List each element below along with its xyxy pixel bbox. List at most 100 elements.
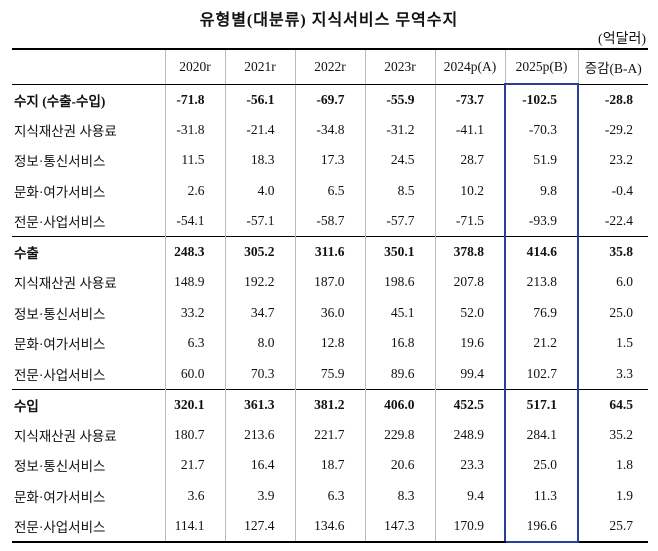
value-cell: -34.8	[294, 114, 365, 145]
value-cell: 3.6	[164, 480, 225, 511]
value-cell: -41.1	[434, 114, 505, 145]
value-cell: 52.0	[434, 297, 505, 328]
value-cell: 10.2	[434, 175, 505, 206]
header-row: 2020r 2021r 2022r 2023r 2024p(A) 2025p(B) 증감(B…	[12, 48, 648, 85]
column-header: 증감(B-A)	[577, 48, 648, 85]
value-cell: 102.7	[504, 358, 579, 389]
value-cell: 406.0	[364, 388, 435, 420]
column-header: 2021r	[224, 48, 295, 85]
value-cell: 213.8	[504, 267, 579, 298]
table-row: 정보·통신서비스 21.7 16.4 18.7 20.6 23.3 25.0 1.8	[12, 450, 648, 481]
value-cell: -58.7	[294, 206, 365, 237]
value-cell: 17.3	[294, 145, 365, 176]
value-cell: 33.2	[164, 297, 225, 328]
value-cell: 11.5	[164, 145, 225, 176]
table-row: 수입 320.1 361.3 381.2 406.0 452.5 517.1 64.5	[12, 388, 648, 420]
column-header: 2025p(B)	[504, 48, 578, 85]
value-cell: 248.3	[164, 236, 225, 267]
value-cell: 148.9	[164, 267, 225, 298]
value-cell: -55.9	[364, 84, 435, 115]
value-cell: 1.5	[577, 328, 648, 359]
column-header: 2022r	[294, 48, 365, 85]
value-cell: 1.9	[577, 480, 648, 511]
row-label: 수출	[12, 236, 165, 267]
row-label: 정보·통신서비스	[14, 154, 106, 170]
value-cell: 350.1	[364, 236, 435, 267]
value-cell: 11.3	[504, 480, 579, 511]
value-cell: -21.4	[224, 114, 295, 145]
value-cell: 25.0	[504, 450, 579, 481]
value-cell: -56.1	[224, 84, 295, 115]
value-cell: -71.5	[434, 206, 505, 237]
value-cell: 16.8	[364, 328, 435, 359]
table-row: 전문·사업서비스 114.1 127.4 134.6 147.3 170.9 196.6 25…	[12, 511, 648, 543]
table-row: 문화·여가서비스 6.3 8.0 12.8 16.8 19.6 21.2 1.5	[12, 328, 648, 359]
value-cell: 36.0	[294, 297, 365, 328]
value-cell: 414.6	[504, 236, 579, 267]
value-cell: -29.2	[577, 114, 648, 145]
value-cell: 196.6	[504, 511, 579, 543]
value-cell: 28.7	[434, 145, 505, 176]
value-cell: -69.7	[294, 84, 365, 115]
value-cell: 381.2	[294, 388, 365, 420]
value-cell: 35.8	[577, 236, 648, 267]
table-row: 지식재산권 사용료 -31.8 -21.4 -34.8 -31.2 -41.1 -70.3-…	[12, 114, 648, 145]
value-cell: -57.7	[364, 206, 435, 237]
value-cell: 284.1	[504, 419, 579, 450]
value-cell: 20.6	[364, 450, 435, 481]
value-cell: 320.1	[164, 388, 225, 420]
title: 유형별(대분류) 지식서비스 무역수지	[199, 12, 459, 29]
value-cell: 23.2	[577, 145, 648, 176]
value-cell: 6.3	[294, 480, 365, 511]
value-cell: 76.9	[504, 297, 579, 328]
value-cell: 6.0	[577, 267, 648, 298]
value-cell: 192.2	[224, 267, 295, 298]
value-cell: 6.5	[294, 175, 365, 206]
value-cell: 21.2	[504, 328, 579, 359]
table-row: 정보·통신서비스 33.2 34.7 36.0 45.1 52.0 76.9 25.0	[12, 297, 648, 328]
value-cell: 51.9	[504, 145, 579, 176]
value-cell: 70.3	[224, 358, 295, 389]
row-label: 정보·통신서비스	[14, 459, 106, 475]
value-cell: 517.1	[504, 388, 579, 420]
value-cell: -54.1	[164, 206, 225, 237]
value-cell: 89.6	[364, 358, 435, 389]
value-cell: 9.4	[434, 480, 505, 511]
value-cell: 25.0	[577, 297, 648, 328]
value-cell: -31.8	[164, 114, 225, 145]
table-row: 전문·사업서비스 -54.1 -57.1 -58.7 -57.7 -71.5 -93.9 -2…	[12, 206, 648, 237]
value-cell: 75.9	[294, 358, 365, 389]
column-header: 2024p(A)	[434, 48, 505, 85]
value-cell: 23.3	[434, 450, 505, 481]
row-label: 지식재산권 사용료	[14, 428, 117, 444]
row-label: 정보·통신서비스	[14, 306, 106, 322]
value-cell: 1.8	[577, 450, 648, 481]
value-cell: 2.6	[164, 175, 225, 206]
row-label: 지식재산권 사용료	[14, 276, 117, 292]
table-row: 수출 248.3 305.2 311.6 350.1 378.8 414.6 35.8	[12, 236, 648, 267]
table-row: 수지 (수출-수입) -71.8 -56.1 -69.7 -55.9 -73.7 -102.…	[12, 83, 648, 115]
row-label: 전문·사업서비스	[14, 367, 106, 383]
value-cell: 34.7	[224, 297, 295, 328]
value-cell: 6.3	[164, 328, 225, 359]
value-cell: 311.6	[294, 236, 365, 267]
value-cell: 305.2	[224, 236, 295, 267]
value-cell: 134.6	[294, 511, 365, 543]
value-cell: 207.8	[434, 267, 505, 298]
row-label: 수지 (수출-수입)	[14, 93, 106, 109]
row-label: 전문·사업서비스	[14, 215, 106, 230]
table-body: 수지 (수출-수입) -71.8 -56.1 -69.7 -55.9 -73.7 -102.…	[12, 83, 648, 543]
value-cell: -22.4	[577, 206, 648, 237]
value-cell: 3.3	[577, 358, 648, 389]
value-cell: 221.7	[294, 419, 365, 450]
value-cell: 18.3	[224, 145, 295, 176]
value-cell: -93.9	[504, 206, 579, 237]
value-cell: 180.7	[164, 419, 225, 450]
value-cell: -102.5	[504, 83, 579, 115]
value-cell: 213.6	[224, 419, 295, 450]
table-row: 문화·여가서비스 2.6 4.0 6.5 8.5 10.2 9.8 -0.4	[12, 175, 648, 206]
header-cell	[12, 48, 165, 85]
value-cell: 24.5	[364, 145, 435, 176]
table-row: 지식재산권 사용료 180.7 213.6 221.7 229.8 248.9 284.1 3…	[12, 419, 648, 450]
